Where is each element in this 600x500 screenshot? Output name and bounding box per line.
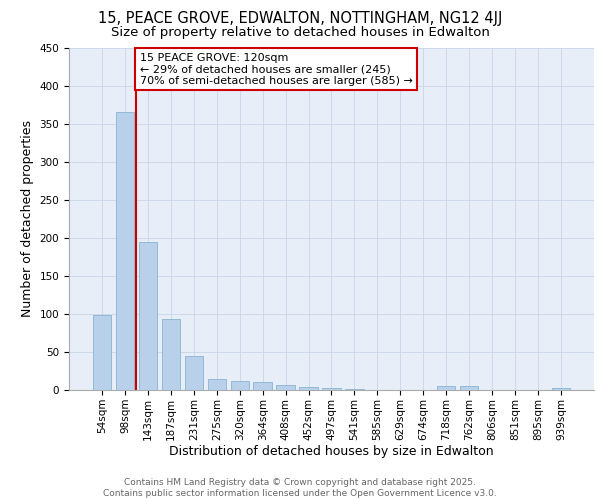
Bar [162, 319, 180, 390]
Bar [230, 381, 249, 390]
Bar [322, 388, 341, 390]
Text: 15, PEACE GROVE, EDWALTON, NOTTINGHAM, NG12 4JJ: 15, PEACE GROVE, EDWALTON, NOTTINGHAM, N… [98, 11, 502, 26]
Text: Contains HM Land Registry data © Crown copyright and database right 2025.
Contai: Contains HM Land Registry data © Crown c… [103, 478, 497, 498]
Text: Size of property relative to detached houses in Edwalton: Size of property relative to detached ho… [110, 26, 490, 39]
X-axis label: Distribution of detached houses by size in Edwalton: Distribution of detached houses by size … [169, 446, 494, 458]
Bar [460, 386, 478, 390]
Y-axis label: Number of detached properties: Number of detached properties [21, 120, 34, 318]
Text: 15 PEACE GROVE: 120sqm
← 29% of detached houses are smaller (245)
70% of semi-de: 15 PEACE GROVE: 120sqm ← 29% of detached… [140, 52, 413, 86]
Bar [185, 356, 203, 390]
Bar [552, 388, 570, 390]
Bar [345, 389, 364, 390]
Bar [116, 112, 134, 390]
Bar [93, 314, 111, 390]
Bar [208, 378, 226, 390]
Bar [139, 242, 157, 390]
Bar [437, 386, 455, 390]
Bar [253, 382, 272, 390]
Bar [277, 386, 295, 390]
Bar [299, 387, 318, 390]
